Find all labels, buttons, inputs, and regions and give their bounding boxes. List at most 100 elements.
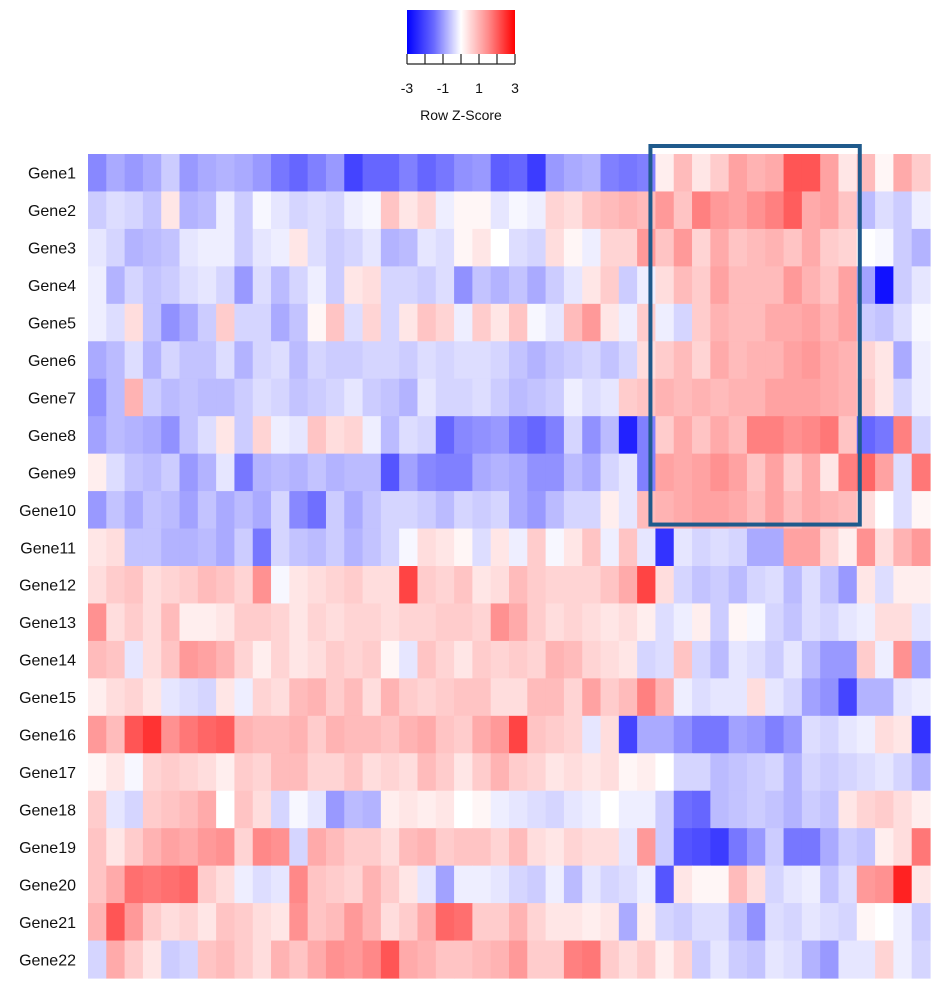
heatmap-cell	[252, 566, 272, 605]
heatmap-cell	[216, 940, 236, 979]
heatmap-cell	[344, 228, 364, 267]
heatmap-cell	[106, 865, 126, 904]
heatmap-cell	[783, 903, 803, 942]
heatmap-cell	[509, 940, 528, 979]
heatmap-cell	[801, 903, 821, 942]
heatmap-cell	[472, 940, 492, 979]
heatmap-cell	[399, 416, 419, 455]
heatmap-cell	[527, 603, 547, 642]
heatmap-cell	[692, 865, 711, 904]
heatmap-cell	[655, 940, 675, 979]
heatmap-cell	[545, 378, 565, 417]
heatmap-cell	[344, 640, 364, 679]
heatmap-cell	[399, 154, 419, 193]
heatmap-cell	[179, 341, 199, 380]
heatmap-cell	[911, 528, 931, 567]
heatmap-cell	[490, 603, 510, 642]
heatmap-cell	[655, 603, 675, 642]
heatmap-cell	[472, 715, 492, 754]
heatmap-cell	[106, 416, 126, 455]
heatmap-cell	[820, 416, 840, 455]
heatmap-cell	[728, 528, 748, 567]
heatmap-cell	[307, 640, 327, 679]
heatmap-cell	[271, 303, 290, 342]
heatmap-cell	[728, 154, 748, 193]
heatmap-cell	[399, 715, 419, 754]
heatmap-cell	[673, 903, 693, 942]
heatmap-cell	[509, 191, 528, 230]
heatmap-cell	[454, 753, 473, 792]
heatmap-cell	[856, 528, 876, 567]
heatmap-cell	[527, 790, 547, 829]
heatmap-cell	[783, 678, 803, 717]
heatmap-cell	[179, 191, 199, 230]
heatmap-cell	[728, 903, 748, 942]
heatmap-cell	[600, 341, 620, 380]
heatmap-cell	[746, 378, 766, 417]
heatmap-cell	[106, 640, 126, 679]
heatmap-cell	[692, 678, 711, 717]
heatmap-cell	[527, 154, 547, 193]
heatmap-cell	[911, 678, 931, 717]
heatmap-cell	[838, 378, 858, 417]
heatmap-cell	[399, 341, 419, 380]
heatmap-cell	[710, 715, 730, 754]
heatmap-cell	[801, 191, 821, 230]
heatmap-cell	[728, 753, 748, 792]
heatmap-cell	[472, 303, 492, 342]
heatmap-cell	[856, 678, 876, 717]
heatmap-cell	[710, 341, 730, 380]
heatmap-cell	[106, 341, 126, 380]
heatmap-cell	[673, 191, 693, 230]
heatmap-cell	[600, 228, 620, 267]
heatmap-cell	[234, 603, 254, 642]
heatmap-cell	[435, 453, 455, 492]
heatmap-cell	[509, 378, 528, 417]
heatmap-cell	[655, 528, 675, 567]
heatmap-cell	[88, 266, 107, 305]
heatmap-cell	[234, 191, 254, 230]
heatmap-cell	[911, 154, 931, 193]
heatmap-cell	[142, 603, 162, 642]
heatmap-cell	[875, 790, 894, 829]
heatmap-cell	[875, 940, 894, 979]
heatmap-cell	[289, 790, 309, 829]
heatmap-cell	[380, 303, 400, 342]
heatmap-cell	[728, 453, 748, 492]
heatmap-cell	[472, 640, 492, 679]
heatmap-cell	[875, 303, 894, 342]
heatmap-cell	[490, 528, 510, 567]
heatmap-cell	[582, 678, 602, 717]
heatmap-cell	[234, 266, 254, 305]
heatmap-cell	[783, 828, 803, 867]
heatmap-cell	[454, 378, 473, 417]
heatmap-cell	[509, 790, 528, 829]
heatmap-cell	[124, 828, 144, 867]
heatmap-cell	[875, 865, 894, 904]
heatmap-cell	[801, 640, 821, 679]
heatmap-cell	[728, 940, 748, 979]
heatmap-cell	[417, 491, 437, 530]
heatmap-cell	[362, 640, 382, 679]
heatmap-cell	[801, 678, 821, 717]
heatmap-cell	[490, 753, 510, 792]
heatmap-cell	[362, 528, 382, 567]
heatmap-cell	[307, 266, 327, 305]
heatmap-cell	[252, 865, 272, 904]
heatmap-cell	[545, 715, 565, 754]
heatmap-cell	[161, 491, 181, 530]
heatmap-cell	[454, 416, 473, 455]
heatmap-cell	[673, 416, 693, 455]
heatmap-cell	[454, 828, 473, 867]
heatmap-cell	[637, 378, 657, 417]
heatmap-cell	[582, 940, 602, 979]
heatmap-cell	[106, 266, 126, 305]
heatmap-cell	[765, 603, 785, 642]
heatmap-cell	[710, 154, 730, 193]
heatmap-cell	[765, 753, 785, 792]
heatmap-cell	[527, 903, 547, 942]
heatmap-cell	[142, 566, 162, 605]
heatmap-cell	[179, 903, 199, 942]
heatmap-cell	[106, 715, 126, 754]
heatmap-cell	[801, 453, 821, 492]
